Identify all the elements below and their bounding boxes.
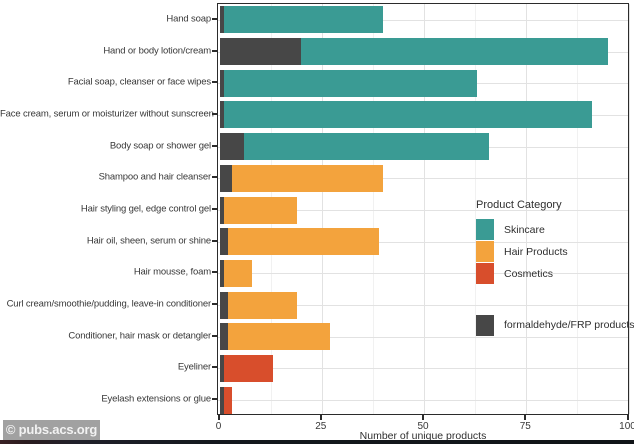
y-axis-tick	[212, 81, 217, 84]
formaldehyde-bar-segment	[219, 6, 224, 34]
formaldehyde-bar-segment	[219, 323, 228, 351]
legend-label-cosmetics: Cosmetics	[504, 267, 554, 280]
y-axis-tick	[212, 334, 217, 337]
x-axis-tick-label: 50	[417, 421, 429, 432]
formaldehyde-bar-segment	[219, 291, 228, 319]
x-axis-tick	[626, 415, 629, 420]
formaldehyde-bar-segment	[219, 259, 224, 287]
y-axis-label: Hand or body lotion/cream	[103, 45, 211, 57]
gridline-horizontal-major	[218, 19, 628, 21]
legend-swatch-formaldehyde	[476, 315, 494, 336]
gridline-horizontal-major	[218, 400, 628, 402]
publisher-watermark: © pubs.acs.org	[3, 420, 100, 440]
bar	[219, 228, 379, 256]
bar	[219, 259, 253, 287]
legend-swatch-hair-products	[476, 241, 494, 262]
gridline-vertical-minor	[372, 4, 374, 414]
x-axis-tick	[217, 415, 220, 420]
y-axis-label: Curl cream/smoothie/pudding, leave-in co…	[6, 298, 212, 310]
gridline-vertical-minor	[475, 4, 477, 414]
y-axis-label: Eyeliner	[177, 361, 211, 373]
formaldehyde-bar-segment	[219, 101, 224, 129]
legend-label-formaldehyde: formaldehyde/FRP products	[504, 319, 634, 331]
formaldehyde-bar-segment	[219, 386, 224, 414]
bar	[219, 291, 298, 319]
plot-panel	[217, 3, 630, 415]
gridline-horizontal-major	[218, 336, 628, 338]
gridline-horizontal-major	[218, 210, 628, 211]
gridline-horizontal-major	[218, 178, 628, 180]
y-axis-label: Shampoo and hair cleanser	[98, 171, 212, 183]
y-axis-label: Body soap or shower gel	[109, 140, 211, 152]
y-axis-tick	[212, 17, 217, 20]
gridline-horizontal-major	[218, 368, 628, 370]
y-axis-label: Hair mousse, foam	[133, 266, 211, 278]
y-axis-tick	[212, 49, 217, 52]
bar	[219, 69, 478, 97]
gridline-vertical-major	[628, 4, 630, 414]
y-axis-tick	[212, 208, 217, 210]
x-axis-tick-label: 75	[519, 421, 531, 432]
legend-label-skincare: Skincare	[504, 223, 545, 236]
y-axis-tick	[212, 303, 217, 306]
y-axis-label: Facial soap, cleanser or face wipes	[67, 76, 211, 88]
legend-swatch-skincare	[476, 219, 494, 240]
formaldehyde-bar-segment	[219, 354, 224, 382]
x-axis-tick	[319, 415, 322, 420]
x-axis-tick	[524, 415, 527, 420]
bar	[219, 101, 592, 129]
bottom-image-strip	[0, 440, 634, 444]
formaldehyde-bar-segment	[219, 196, 224, 224]
y-axis-label: Hair oil, sheen, serum or shine	[86, 235, 211, 247]
x-axis-title: Number of unique products	[359, 430, 487, 442]
gridline-vertical-major	[526, 4, 528, 414]
x-axis-tick-label: 100	[619, 421, 634, 432]
gridline-horizontal-major	[218, 241, 628, 243]
x-axis-tick-label: 25	[315, 421, 327, 432]
formaldehyde-bar-segment	[219, 38, 302, 66]
y-axis-label: Hand soap	[166, 13, 211, 25]
legend-label-hair-products: Hair Products	[504, 245, 568, 258]
bar	[219, 164, 384, 192]
bar	[219, 354, 273, 382]
formaldehyde-bar-segment	[219, 69, 224, 97]
bar	[219, 6, 384, 34]
y-axis-tick	[212, 176, 217, 179]
gridline-horizontal-major	[218, 273, 628, 275]
gridline-vertical-major	[321, 4, 323, 414]
y-axis-tick	[212, 366, 217, 369]
formaldehyde-bar-segment	[219, 133, 245, 161]
legend-title: Product Category	[476, 199, 562, 211]
y-axis-label: Eyelash extensions or glue	[101, 393, 211, 405]
formaldehyde-bar-segment	[219, 228, 228, 256]
x-axis-tick	[422, 415, 424, 420]
y-axis-tick	[212, 112, 217, 115]
legend-swatch-cosmetics	[476, 263, 494, 284]
y-axis-tick	[212, 144, 217, 147]
y-axis-tick	[212, 271, 217, 274]
gridline-vertical-major	[424, 4, 425, 414]
y-axis-tick	[212, 398, 217, 401]
y-axis-label: Face cream, serum or moisturizer without…	[0, 108, 214, 120]
gridline-vertical-minor	[577, 4, 579, 414]
formaldehyde-bar-segment	[219, 164, 232, 192]
bar	[219, 196, 298, 224]
x-axis-tick-label: 0	[215, 421, 222, 432]
bar	[219, 323, 330, 351]
y-axis-tick	[212, 239, 217, 242]
bar	[219, 133, 490, 161]
y-axis-label: Hair styling gel, edge control gel	[80, 203, 211, 215]
legend: Product Category Skincare Hair Products …	[476, 199, 634, 349]
y-axis-label: Conditioner, hair mask or detangler	[68, 330, 211, 342]
gridline-horizontal-major	[218, 305, 628, 307]
